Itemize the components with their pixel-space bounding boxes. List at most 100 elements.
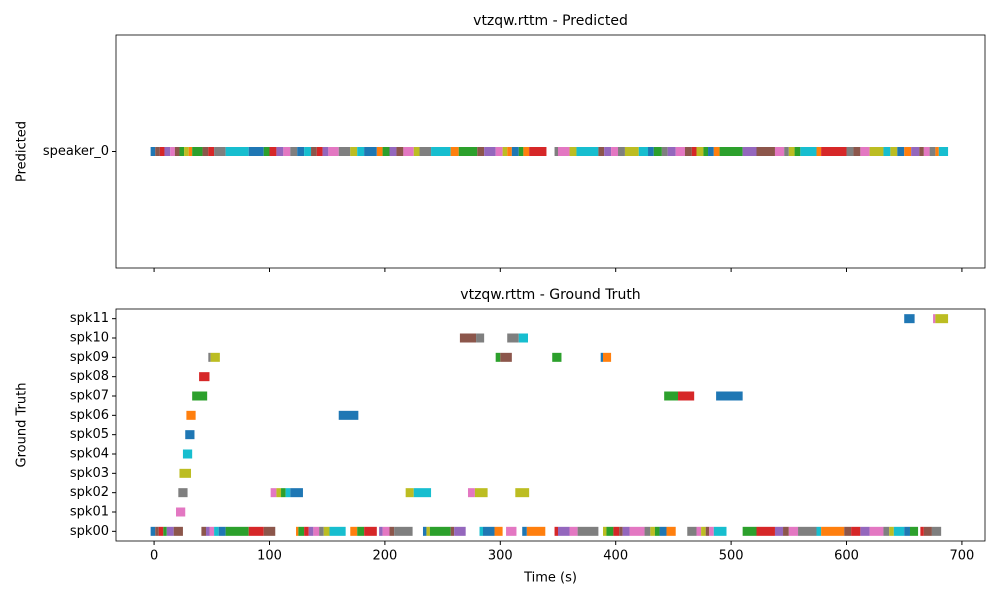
y-axis-label: Ground Truth <box>15 383 30 468</box>
segment <box>638 147 649 156</box>
segment <box>500 352 512 362</box>
segment <box>494 526 503 536</box>
segment <box>484 147 496 156</box>
segment <box>290 147 298 156</box>
segment <box>923 147 930 156</box>
segment <box>313 526 320 536</box>
segment <box>687 526 697 536</box>
segment <box>653 147 662 156</box>
segment <box>558 526 570 536</box>
segment <box>474 488 488 498</box>
segment <box>179 147 185 156</box>
segment <box>846 147 854 156</box>
segment <box>506 526 517 536</box>
segment <box>311 147 317 156</box>
segment <box>185 430 195 440</box>
segment <box>297 147 305 156</box>
segment <box>816 526 822 536</box>
segment <box>851 526 861 536</box>
segment <box>788 526 799 536</box>
segment <box>664 391 679 401</box>
segment <box>821 526 845 536</box>
y-tick-label: spk03 <box>70 466 109 481</box>
segment <box>429 526 451 536</box>
segment <box>298 526 305 536</box>
y-tick-label: spk04 <box>70 447 109 462</box>
segment <box>844 526 852 536</box>
segment <box>382 526 390 536</box>
segment <box>389 147 397 156</box>
x-tick-label: 400 <box>603 549 628 564</box>
segment <box>713 147 720 156</box>
segment <box>931 526 942 536</box>
segment <box>554 526 559 536</box>
segment <box>364 147 377 156</box>
segment <box>396 147 404 156</box>
segment <box>522 526 527 536</box>
segment <box>794 147 801 156</box>
segment <box>507 333 519 343</box>
segment <box>784 147 789 156</box>
segment <box>186 410 196 420</box>
segment <box>316 147 323 156</box>
y-tick-label: spk10 <box>70 331 109 346</box>
segment <box>179 468 192 478</box>
segment <box>225 147 249 156</box>
segment <box>379 526 383 536</box>
segment <box>598 147 605 156</box>
segment <box>155 147 160 156</box>
segment <box>644 526 651 536</box>
segment <box>248 147 264 156</box>
segment <box>742 526 757 536</box>
segment <box>869 147 884 156</box>
segment <box>552 352 562 362</box>
segment <box>208 147 215 156</box>
segment <box>909 526 919 536</box>
y-tick-label: spk00 <box>70 524 109 539</box>
segment <box>338 410 359 420</box>
segment <box>507 147 512 156</box>
segment <box>164 147 171 156</box>
segment <box>893 526 905 536</box>
segment <box>708 147 714 156</box>
x-tick-label: 600 <box>834 549 859 564</box>
segment <box>650 526 655 536</box>
segment <box>450 147 459 156</box>
segment <box>281 488 286 498</box>
segment <box>666 526 676 536</box>
segment <box>696 526 702 536</box>
segment <box>178 488 188 498</box>
segment <box>558 147 570 156</box>
segment <box>624 147 639 156</box>
segment <box>889 526 894 536</box>
segment <box>199 372 210 382</box>
axes-frame <box>115 34 986 269</box>
segment <box>619 526 623 536</box>
segment <box>691 147 697 156</box>
segment <box>788 147 795 156</box>
x-tick-label: 300 <box>488 549 513 564</box>
segment <box>675 147 685 156</box>
segment <box>192 147 203 156</box>
segment <box>263 526 276 536</box>
y-axis-label: Predicted <box>15 121 30 182</box>
segment <box>495 352 501 362</box>
segment <box>482 526 495 536</box>
segment <box>159 147 165 156</box>
segment <box>319 526 324 536</box>
segment <box>202 147 209 156</box>
y-tick-label: speaker_0 <box>43 144 109 159</box>
axes-frame <box>115 308 986 542</box>
segment <box>853 147 861 156</box>
segment <box>713 526 727 536</box>
y-tick-label: spk11 <box>70 311 109 326</box>
x-tick-label: 100 <box>257 549 282 564</box>
segment <box>920 526 924 536</box>
segment <box>783 526 789 536</box>
y-tick-label: spk02 <box>70 485 109 500</box>
segment <box>308 526 314 536</box>
segment <box>518 147 524 156</box>
segment <box>576 147 599 156</box>
x-tick-label: 500 <box>719 549 744 564</box>
segment <box>618 147 625 156</box>
